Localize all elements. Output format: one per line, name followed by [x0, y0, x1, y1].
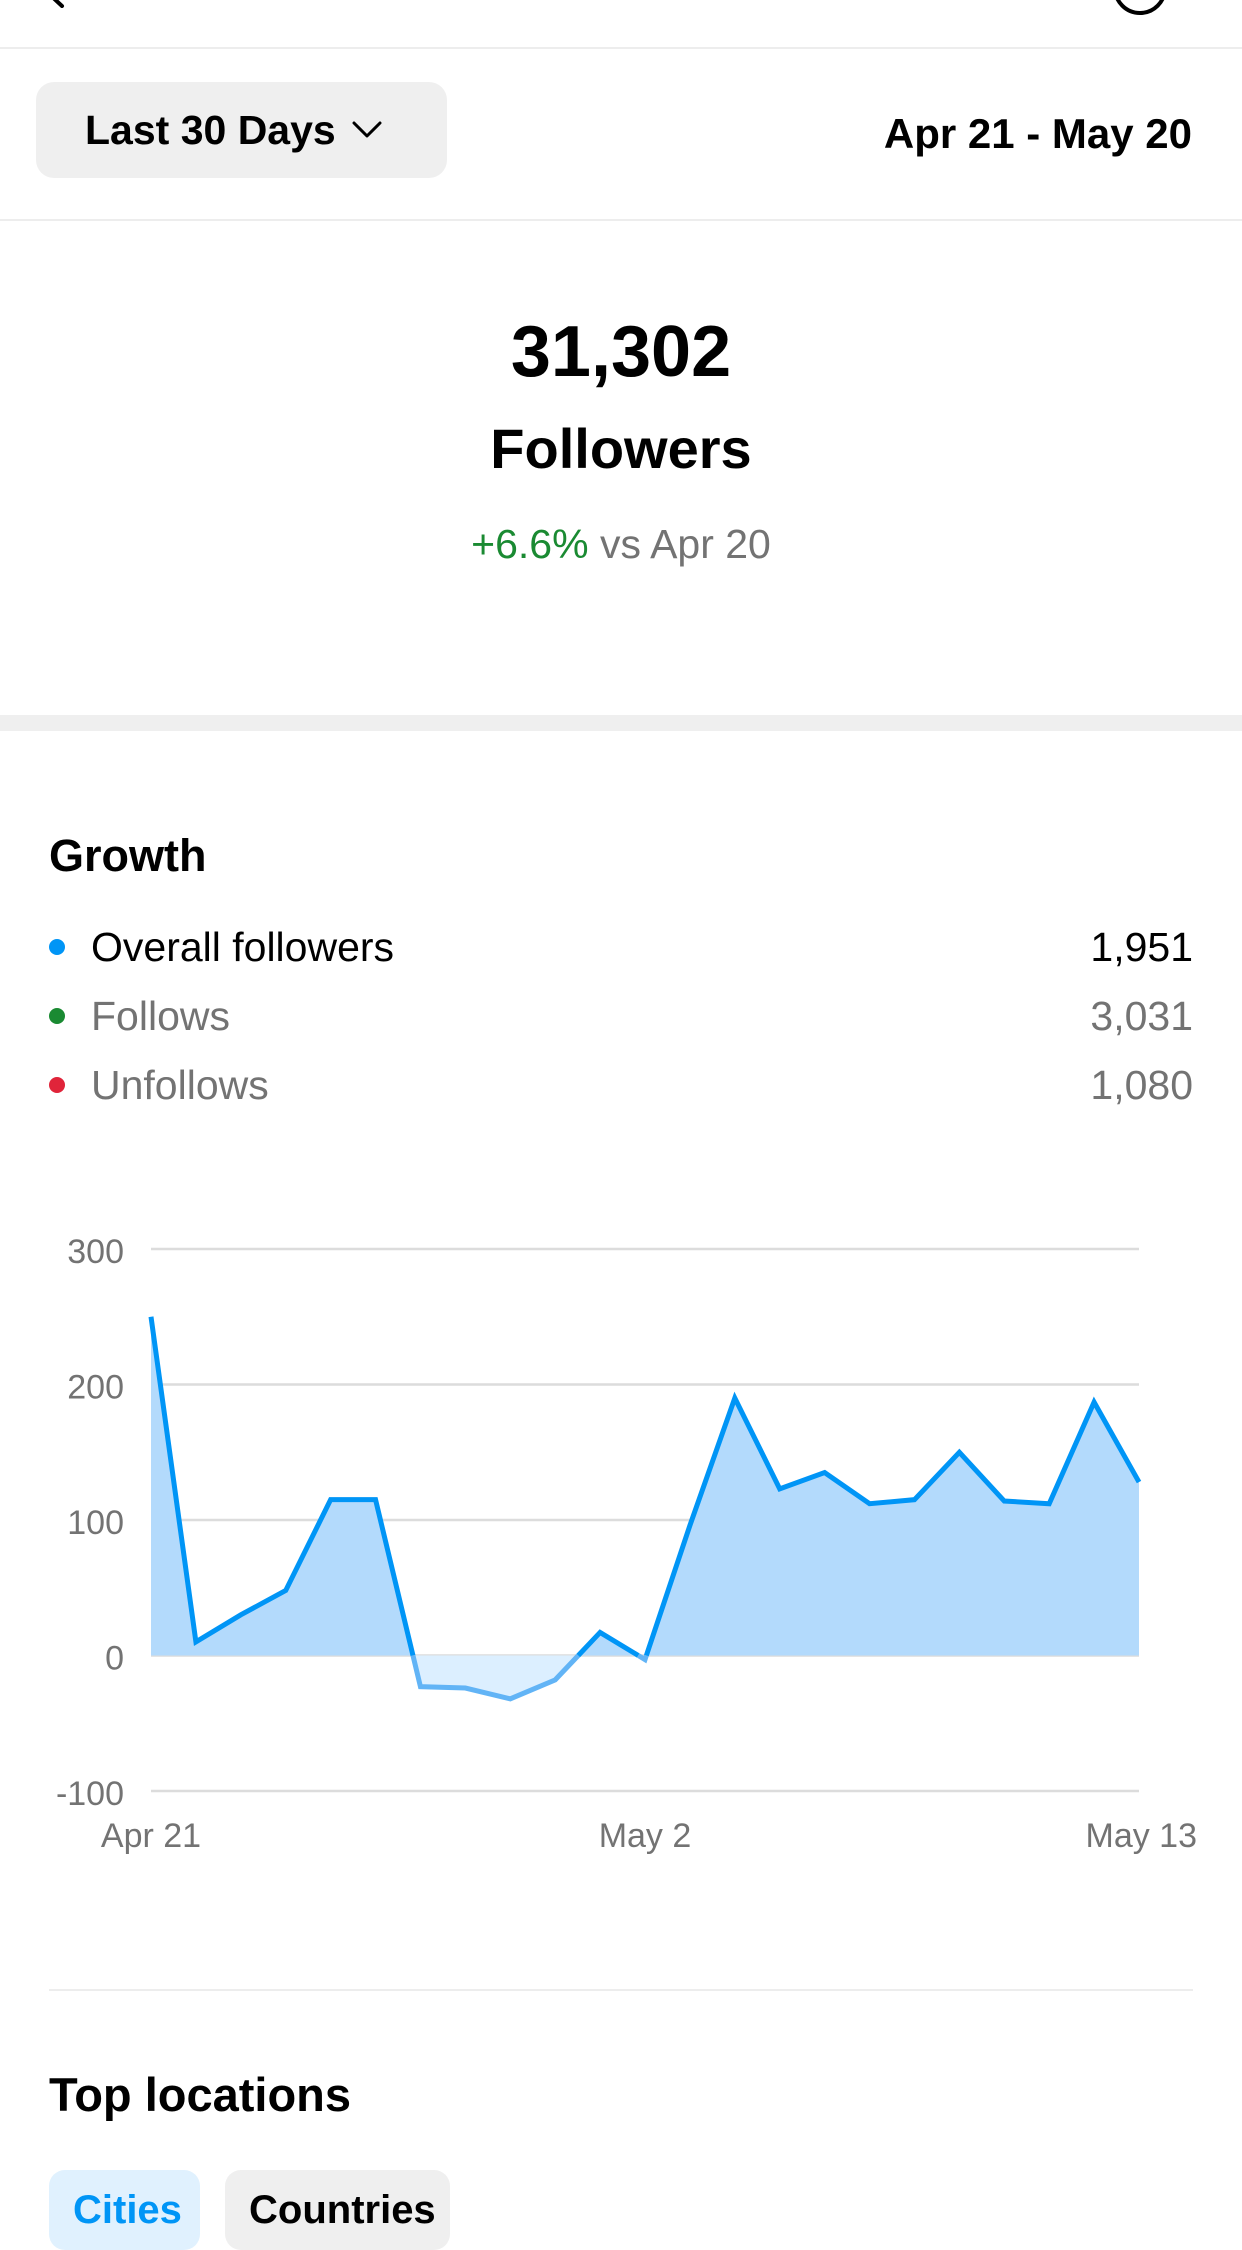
y-tick-label: 0: [105, 1640, 124, 1678]
legend-follows: Follows 3,031: [49, 991, 1193, 1041]
area-positive: [151, 1316, 413, 1656]
y-tick-label: 100: [67, 1504, 124, 1542]
data-point: [1136, 1479, 1142, 1485]
data-point: [373, 1497, 379, 1503]
legend-overall-followers: Overall followers 1,951: [49, 922, 1193, 972]
data-point: [911, 1497, 917, 1503]
data-point: [597, 1629, 603, 1635]
data-point: [1091, 1399, 1097, 1405]
x-tick-label: May 13: [1086, 1817, 1198, 1855]
top-bar: [0, 0, 1242, 49]
data-point: [687, 1522, 693, 1528]
data-point: [507, 1696, 513, 1702]
series-line-negative: [636, 1653, 649, 1664]
followers-label: Followers: [490, 417, 752, 480]
area-positive: [646, 1398, 1139, 1656]
data-point: [148, 1314, 154, 1320]
legend-label: Follows: [91, 992, 230, 1039]
followers-total: 31,302: [510, 312, 732, 392]
data-point: [328, 1497, 334, 1503]
data-point: [552, 1677, 558, 1683]
tab-cities[interactable]: Cities: [49, 2170, 200, 2250]
area-negative: [412, 1655, 579, 1699]
date-range-dropdown-label: Last 30 Days: [85, 106, 336, 153]
legend-value: 1,080: [1090, 1061, 1193, 1108]
chevron-left-icon[interactable]: [40, 0, 70, 8]
data-point: [642, 1657, 648, 1663]
filter-bar: Last 30 Days Apr 21 - May 20: [0, 49, 1242, 221]
data-point: [462, 1685, 468, 1691]
section-divider: [0, 715, 1242, 731]
data-point: [193, 1639, 199, 1645]
legend-dot-red: [49, 1077, 65, 1093]
data-point: [1046, 1501, 1052, 1507]
data-point: [822, 1470, 828, 1476]
change-suffix: vs Apr 20: [599, 521, 771, 567]
data-point: [777, 1486, 783, 1492]
growth-title: Growth: [49, 830, 207, 881]
data-point: [417, 1684, 423, 1690]
data-point: [1001, 1498, 1007, 1504]
series-line: [643, 1391, 1142, 1657]
series-line-negative: [410, 1653, 581, 1702]
x-tick-label: May 2: [599, 1817, 692, 1855]
data-point: [867, 1501, 873, 1507]
data-point: [283, 1587, 289, 1593]
top-locations-title: Top locations: [49, 2068, 352, 2121]
legend-dot-blue: [49, 939, 65, 955]
y-tick-label: -100: [56, 1775, 124, 1813]
circle-info-icon[interactable]: [1112, 0, 1168, 16]
legend-value: 1,951: [1090, 923, 1193, 970]
change-percent: +6.6%: [471, 521, 589, 567]
date-range-text: Apr 21 - May 20: [883, 110, 1192, 157]
followers-summary: 31,302 Followers +6.6% vs Apr 20: [0, 221, 1242, 715]
date-range-dropdown[interactable]: Last 30 Days: [36, 82, 447, 178]
area-positive: [578, 1632, 639, 1656]
growth-chart[interactable]: 300 200 100 0 -100 Apr 21 May 2 May 13: [0, 1190, 1242, 1870]
legend-dot-green: [49, 1008, 65, 1024]
series-line: [148, 1316, 416, 1657]
legend-label: Unfollows: [91, 1061, 269, 1108]
chevron-down-icon: [352, 121, 382, 138]
data-point: [732, 1395, 738, 1401]
series-line: [576, 1629, 640, 1658]
data-point: [956, 1449, 962, 1455]
followers-change: +6.6% vs Apr 20: [0, 521, 1242, 568]
legend-label: Overall followers: [91, 923, 395, 970]
section-divider-thin: [49, 1989, 1193, 1991]
tab-countries[interactable]: Countries: [225, 2170, 450, 2250]
y-tick-label: 200: [67, 1369, 124, 1407]
x-tick-label: Apr 21: [101, 1817, 201, 1855]
legend-value: 3,031: [1090, 992, 1193, 1039]
y-tick-label: 300: [67, 1233, 124, 1271]
data-point: [238, 1612, 244, 1618]
legend-unfollows: Unfollows 1,080: [49, 1060, 1193, 1110]
